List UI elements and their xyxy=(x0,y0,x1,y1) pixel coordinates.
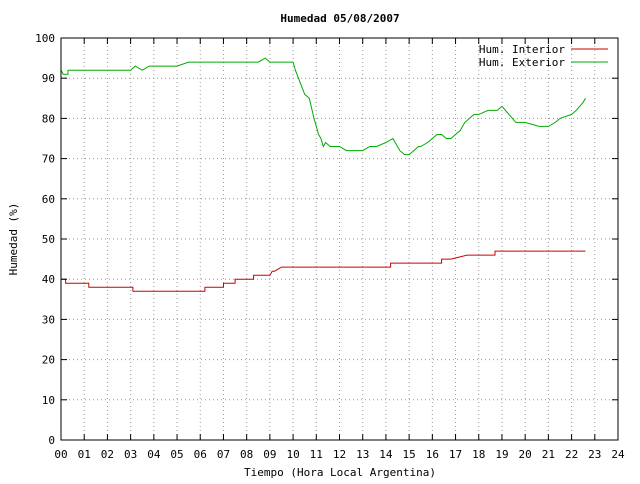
x-tick-label: 15 xyxy=(403,448,416,461)
x-tick-label: 21 xyxy=(542,448,555,461)
y-tick-label: 0 xyxy=(48,434,55,447)
x-tick-label: 08 xyxy=(240,448,253,461)
y-tick-label: 90 xyxy=(42,72,55,85)
x-tick-label: 09 xyxy=(263,448,276,461)
x-tick-label: 24 xyxy=(611,448,625,461)
x-axis-label: Tiempo (Hora Local Argentina) xyxy=(244,466,436,479)
x-axis: 00 01 02 03 04 05 06 07 08 09 10 11 12 13 14 15 16 17 18 19… xyxy=(54,38,625,461)
x-tick-label: 01 xyxy=(78,448,91,461)
x-tick-label: 04 xyxy=(147,448,161,461)
legend-label: Hum. Interior xyxy=(479,43,565,56)
y-tick-label: 50 xyxy=(42,233,55,246)
series-layer xyxy=(60,57,586,292)
x-tick-label: 13 xyxy=(356,448,369,461)
y-tick-label: 30 xyxy=(42,313,55,326)
x-tick-label: 19 xyxy=(495,448,508,461)
y-axis: 0 10 20 30 40 50 60 70 80 90 100 xyxy=(35,32,618,447)
x-tick-label: 02 xyxy=(101,448,114,461)
x-tick-label: 16 xyxy=(426,448,439,461)
y-tick-label: 100 xyxy=(35,32,55,45)
chart-title: Humedad 05/08/2007 xyxy=(280,12,399,25)
x-tick-label: 22 xyxy=(565,448,578,461)
x-tick-label: 12 xyxy=(333,448,346,461)
x-tick-label: 23 xyxy=(588,448,601,461)
x-tick-label: 18 xyxy=(472,448,485,461)
x-tick-label: 14 xyxy=(379,448,393,461)
y-tick-label: 70 xyxy=(42,153,55,166)
x-tick-label: 20 xyxy=(519,448,532,461)
y-tick-label: 20 xyxy=(42,354,55,367)
series-line-hum-interior xyxy=(61,250,586,292)
x-tick-label: 05 xyxy=(170,448,183,461)
x-tick-label: 11 xyxy=(310,448,323,461)
grid xyxy=(61,38,618,440)
x-tick-label: 10 xyxy=(286,448,299,461)
legend-label: Hum. Exterior xyxy=(479,56,565,69)
y-tick-label: 60 xyxy=(42,193,55,206)
y-axis-label: Humedad (%) xyxy=(7,203,20,276)
x-tick-label: 07 xyxy=(217,448,230,461)
y-tick-label: 10 xyxy=(42,394,55,407)
y-tick-label: 80 xyxy=(42,112,55,125)
x-tick-label: 00 xyxy=(54,448,67,461)
x-tick-label: 06 xyxy=(194,448,207,461)
series-line-hum-exterior xyxy=(60,57,586,156)
x-tick-label: 17 xyxy=(449,448,462,461)
x-tick-label: 03 xyxy=(124,448,137,461)
y-tick-label: 40 xyxy=(42,273,55,286)
